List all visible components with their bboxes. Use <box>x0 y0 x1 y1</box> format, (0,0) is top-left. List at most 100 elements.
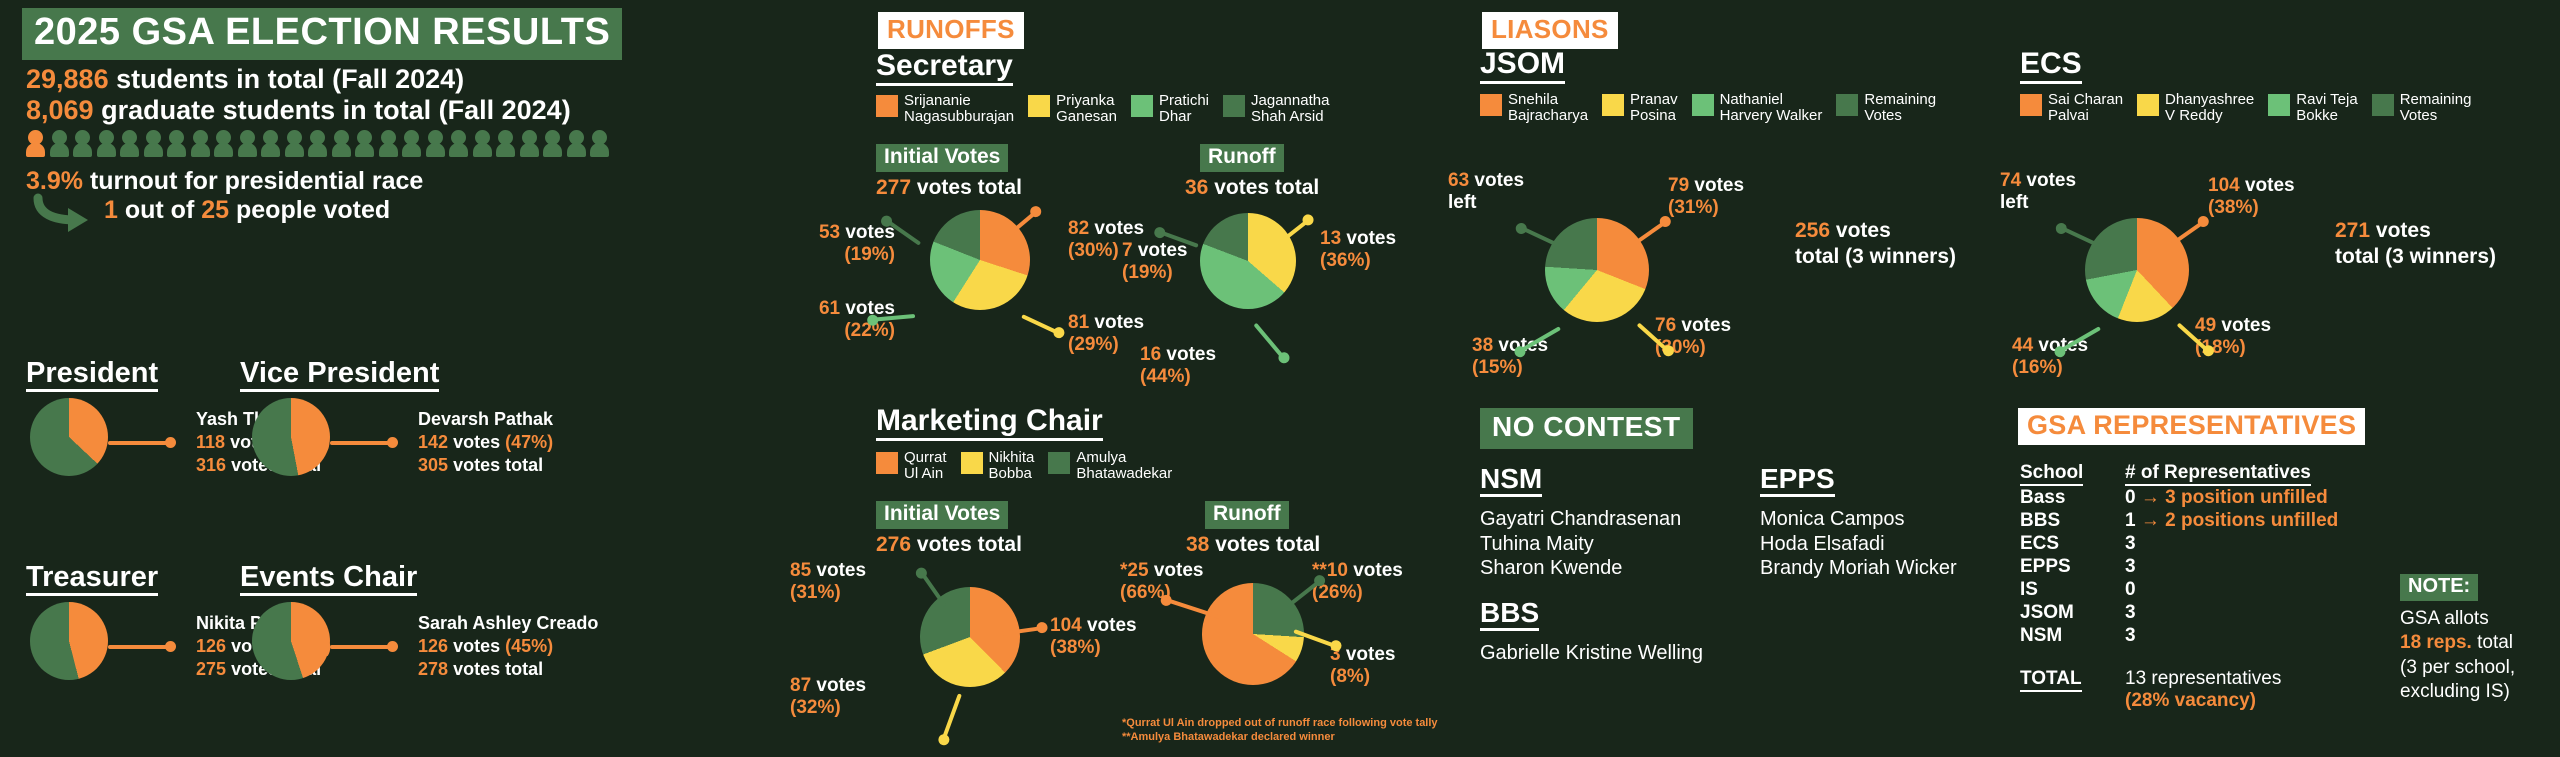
curved-arrow-icon <box>33 193 88 232</box>
legend-label: Qurrat Ul Ain <box>904 449 947 483</box>
no-contest-name: Sharon Kwende <box>1480 557 1623 580</box>
legend-swatch <box>1048 452 1071 474</box>
winner-votes: 118 <box>196 432 226 453</box>
secretary-initial-total: 277 votes total <box>876 176 1022 200</box>
note-line-3: (3 per school, <box>2400 656 2516 678</box>
secretary-legend: Srijananie Nagasubburajan Priyanka Ganesa… <box>876 92 1436 125</box>
legend-label: Sai Charan Palvai <box>2048 91 2124 125</box>
runoffs-banner-label: RUNOFFS <box>878 12 1024 49</box>
votes: 76 <box>1655 315 1677 336</box>
total-value: 13 representatives <box>2125 667 2282 689</box>
votes-word: votes <box>453 432 501 453</box>
pct: left <box>2000 192 2029 213</box>
legend-swatch <box>2371 94 2394 116</box>
pct: (30%) <box>1068 240 1119 261</box>
ratio-end: people voted <box>236 196 391 224</box>
turnout-percent: 3.9% <box>26 167 83 195</box>
legend-swatch <box>1836 94 1859 116</box>
secretary-runoff-badge: Runoff <box>1200 144 1284 172</box>
legend-label: Nikhita Bobba <box>988 449 1035 483</box>
legend-item: Sai Charan Palvai <box>2020 91 2124 125</box>
total-label: TOTAL <box>2020 668 2082 692</box>
person-icon <box>519 130 539 157</box>
row-count: 0 → 3 position unfilled <box>2125 486 2328 508</box>
legend-label: Snehila Bajracharya <box>1508 91 1589 125</box>
footnote-2: **Amulya Bhatawadekar declared winner <box>1122 731 1335 744</box>
total-number: 276 <box>876 533 912 556</box>
pct: (44%) <box>1140 366 1191 387</box>
legend-item: Srijananie Nagasubburajan <box>876 92 1014 125</box>
turnout-line: 3.9% turnout for presidential race <box>26 167 423 196</box>
leader-line <box>330 645 392 649</box>
legend-label: Amulya Bhatawadekar <box>1076 449 1173 483</box>
votes: 74 <box>2000 170 2022 191</box>
person-icon <box>237 130 257 157</box>
row-school: BBS <box>2020 509 2061 531</box>
callout-jsom-1: 76 votes (30%) <box>1655 315 1732 358</box>
pct: (66%) <box>1120 582 1171 603</box>
total-students-text: students in total (Fall 2024) <box>116 64 465 94</box>
row-count: 3 <box>2125 601 2136 623</box>
callout-connector <box>936 692 966 747</box>
legend-label: Pranav Posina <box>1630 91 1678 125</box>
vice-president-result: Devarsh Pathak 142 votes (47%) 305 votes… <box>418 408 553 477</box>
note-badge: NOTE: <box>2400 574 2479 601</box>
callout-mkt-run-1: 3 votes (8%) <box>1330 644 1396 687</box>
pct: (29%) <box>1068 334 1119 355</box>
pie-slice-group <box>30 602 108 680</box>
badge-label: Runoff <box>1200 144 1284 172</box>
pie-slice-group <box>1200 213 1296 309</box>
pct: (16%) <box>2012 357 2063 378</box>
person-icon <box>496 130 515 157</box>
legend-swatch <box>2268 94 2291 116</box>
race-events-chair: Events Chair <box>240 562 418 597</box>
total-votes: 305 <box>418 455 449 476</box>
legend-swatch <box>876 452 898 474</box>
table-row: Bass 0 → 3 position unfilled <box>2020 487 2338 510</box>
leader-dot <box>165 641 176 652</box>
pie-slice-group <box>252 398 330 476</box>
total-number: 277 <box>876 176 912 199</box>
secretary-runoff-pie <box>1200 213 1296 309</box>
gsa-reps-table: School # of Representatives Bass 0 → 3 po… <box>2020 462 2338 648</box>
legend-label: Nathaniel Harvery Walker <box>1719 91 1823 125</box>
race-vice-president: Vice President <box>240 358 440 393</box>
race-title: Treasurer <box>26 562 159 597</box>
row-school: EPPS <box>2020 555 2071 577</box>
no-contest-name: Hoda Elsafadi <box>1760 532 1885 555</box>
votes: 7 <box>1122 240 1133 261</box>
no-contest-banner: NO CONTEST <box>1480 408 1693 449</box>
total-students-number: 29,886 <box>26 64 109 94</box>
votes: 104 <box>1050 615 1082 636</box>
legend-label: Remaining Votes <box>2399 91 2472 125</box>
callout-connector <box>866 310 916 327</box>
legend-item: Nathaniel Harvery Walker <box>1691 91 1823 125</box>
callout-sec-run-2: 7 votes (19%) <box>1122 240 1188 283</box>
callout-jsom-3: 63 votes left <box>1448 170 1525 213</box>
legend-item: Amulya Bhatawadekar <box>1048 449 1173 483</box>
total-students-line: 29,886 students in total (Fall 2024) <box>26 64 464 95</box>
page-title-banner: 2025 GSA ELECTION RESULTS <box>22 8 623 60</box>
total-word: votes <box>2375 219 2431 242</box>
total-word: votes total <box>916 176 1022 199</box>
callout-mkt-init-0: 104 votes (38%) <box>1050 615 1137 658</box>
total-number: 38 <box>1186 533 1210 556</box>
votes-word: votes <box>453 636 501 657</box>
no-contest-name: Gabrielle Kristine Welling <box>1480 642 1704 665</box>
person-icon <box>214 130 233 157</box>
pct: (32%) <box>790 697 841 718</box>
marketing-initial-total: 276 votes total <box>876 533 1022 557</box>
no-contest-banner-label: NO CONTEST <box>1480 408 1693 449</box>
marketing-runoff-total: 38 votes total <box>1186 533 1320 557</box>
total-number: 271 <box>2335 219 2371 242</box>
winner-votes: 142 <box>418 432 449 453</box>
pie-slice-group <box>920 587 1020 687</box>
note-reps-number: 18 reps. <box>2400 632 2472 654</box>
turnout-text: turnout for presidential race <box>89 167 424 195</box>
table-row: EPPS 3 <box>2020 556 2338 579</box>
votes: 87 <box>790 675 812 696</box>
jsom-title: JSOM <box>1480 48 1566 84</box>
pie-slice-group <box>1202 583 1304 685</box>
total-sub: total (3 winners) <box>2335 245 2497 269</box>
person-icon <box>590 130 609 157</box>
